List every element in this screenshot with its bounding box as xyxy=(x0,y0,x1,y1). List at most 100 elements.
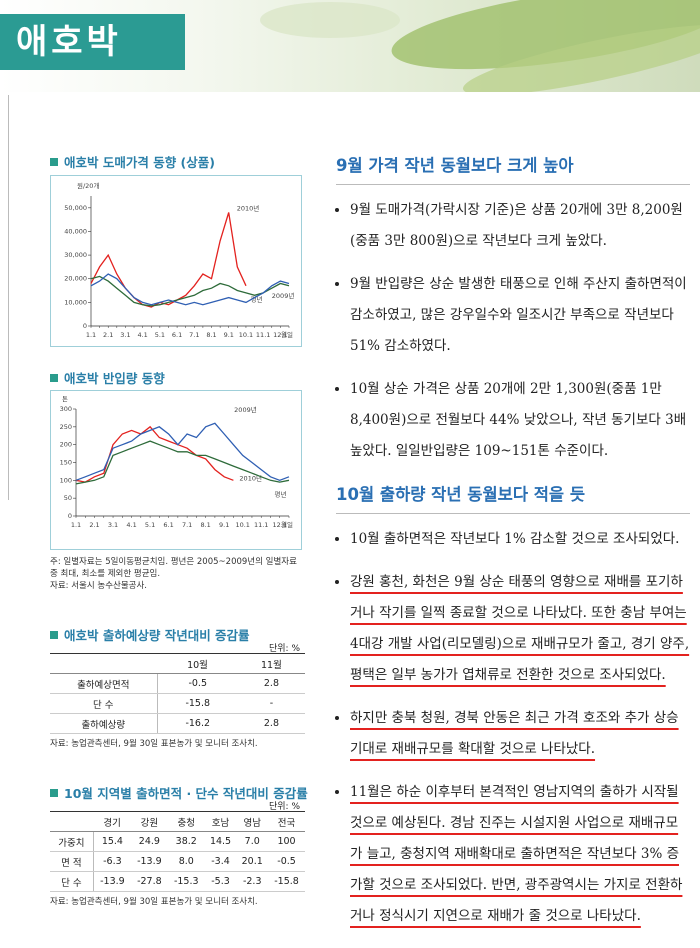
header-row: 경기 강원 충청 호남 영남 전국 xyxy=(50,811,305,832)
text-column: 9월 가격 작년 동월보다 크게 높아 9월 도매가격(가락시장 기준)은 상품 … xyxy=(336,152,690,944)
section: 10월 출하량 작년 동월보다 적을 듯 10월 출하면적은 작년보다 1% 감소… xyxy=(336,481,690,932)
section-heading: 9월 가격 작년 동월보다 크게 높아 xyxy=(336,152,690,185)
table-title-text: 애호박 출하예상량 작년대비 증감률 xyxy=(64,628,250,643)
x-tick-label: 6.1 xyxy=(172,331,182,339)
bullet-text: 9월 도매가격(가락시장 기준)은 상품 20개에 3만 8,200원(중품 3… xyxy=(350,202,683,249)
x-tick-label: 3.1 xyxy=(108,521,118,529)
table-unit: 단위: % xyxy=(268,802,300,812)
table-cell: 2.8 xyxy=(237,713,305,734)
chart-heading: 애호박 도매가격 동향 (상품) xyxy=(50,152,215,171)
chart-heading: 애호박 반입량 동향 xyxy=(50,368,165,387)
column-header: 강원 xyxy=(130,811,168,832)
table-title-text: 10월 지역별 출하면적 · 단수 작년대비 증감률 xyxy=(64,786,308,801)
x-tick-label: 5.1 xyxy=(155,331,165,339)
x-tick-label: 12.1 xyxy=(273,331,287,339)
x-tick-label: 11.1 xyxy=(254,521,268,529)
bullet-text: 9월 반입량은 상순 발생한 태풍으로 인해 주산지 출하면적이 감소하였고, … xyxy=(350,276,687,354)
x-tick-label: 9.1 xyxy=(219,521,229,529)
row-label: 출하예상량 xyxy=(50,713,158,734)
side-rule xyxy=(8,95,9,500)
table-cell: -27.8 xyxy=(130,871,168,892)
series-label: 2009년 xyxy=(234,405,257,414)
y-axis-label: 원/20개 xyxy=(77,181,99,190)
y-tick-label: 300 xyxy=(60,405,72,413)
table-cell: -13.9 xyxy=(93,871,131,892)
data-table: 경기 강원 충청 호남 영남 전국 가중치 15.4 24.9 38.2 14.5 7.0 100 면 적… xyxy=(50,811,305,892)
row-label: 단 수 xyxy=(50,871,94,892)
table-cell: -3.4 xyxy=(204,851,237,872)
y-tick-label: 250 xyxy=(60,423,72,431)
corner-cell xyxy=(50,653,158,674)
bullet: 하지만 충북 청원, 경북 안동은 최근 가격 호조와 추가 상승 기대로 재배… xyxy=(350,703,690,765)
chart: 톤월일 0 50 100 150 200 250 300 1.1 2.1 3.1 4.1 5.1 6.1 7… xyxy=(60,395,293,529)
table-cell: 2.8 xyxy=(237,673,305,694)
title-marker xyxy=(50,789,58,797)
title-marker xyxy=(50,631,58,639)
column-header: 영남 xyxy=(236,811,269,832)
table-cell: -15.8 xyxy=(268,871,305,892)
table-cell: 7.0 xyxy=(236,831,269,852)
series-label: 2009년 xyxy=(272,291,295,300)
y-tick-label: 20,000 xyxy=(64,275,87,283)
y-tick-label: 50,000 xyxy=(64,204,87,212)
x-tick-label: 4.1 xyxy=(126,521,136,529)
table-source: 자료: 농업관측센터, 9월 30일 표본농가 및 모니터 조사치. xyxy=(50,739,258,749)
y-tick-label: 10,000 xyxy=(64,298,87,306)
table-row: 출하예상량 -16.2 2.8 xyxy=(50,713,305,734)
bullet-list: 10월 출하면적은 작년보다 1% 감소할 것으로 조사되었다. 강원 홍천, 화… xyxy=(336,524,690,932)
table-cell: 100 xyxy=(268,831,305,852)
note-text: 주: 일별자료는 5일이동평균치임. 평년은 2005~2009년의 일별자료 … xyxy=(50,557,297,579)
table-cell: -13.9 xyxy=(130,851,168,872)
row-label: 가중치 xyxy=(50,831,94,852)
corner-cell xyxy=(50,811,94,832)
data-table: 10월 11월 출하예상면적 -0.5 2.8 단 수 -15.8- 출하예상량 -16.2 2.… xyxy=(50,653,305,734)
bullet-text: 강원 홍천, 화천은 9월 상순 태풍의 영향으로 재배를 포기하거나 작기를 … xyxy=(350,574,690,683)
chart-note: 주: 일별자료는 5일이동평균치임. 평년은 2005~2009년의 일별자료 … xyxy=(50,556,305,592)
x-tick-label: 6.1 xyxy=(163,521,173,529)
table-cell: 38.2 xyxy=(167,831,205,852)
table-cell: -6.3 xyxy=(93,851,131,872)
note-source: 자료: 서울시 농수산물공사. xyxy=(50,581,147,591)
row-label: 출하예상면적 xyxy=(50,673,158,694)
x-tick-label: 4.1 xyxy=(137,331,147,339)
x-axis-label: 월일 xyxy=(281,330,293,339)
series-line xyxy=(90,212,247,308)
series-line xyxy=(75,440,290,485)
column-header: 10월 xyxy=(157,653,238,674)
bullet-text: 하지만 충북 청원, 경북 안동은 최근 가격 호조와 추가 상승 기대로 재배… xyxy=(350,710,679,757)
table-row: 출하예상면적 -0.5 2.8 xyxy=(50,673,305,694)
row-label: 단 수 xyxy=(50,693,158,714)
series-line xyxy=(90,275,290,307)
table-cell: -16.2 xyxy=(157,713,238,734)
x-tick-label: 5.1 xyxy=(145,521,155,529)
column-header: 충청 xyxy=(167,811,205,832)
table-title: 10월 지역별 출하면적 · 단수 작년대비 증감률 xyxy=(50,783,308,802)
row-label: 면 적 xyxy=(50,851,94,872)
series-label: 평년 xyxy=(274,489,286,498)
x-tick-label: 7.1 xyxy=(182,521,192,529)
y-axis-label: 톤 xyxy=(62,395,68,403)
vegetable-illustration xyxy=(260,0,700,92)
series-label: 2010년 xyxy=(237,204,260,213)
x-tick-label: 11.1 xyxy=(256,331,270,339)
table-row: 단 수 -15.8- xyxy=(50,693,305,714)
series-label: 2010년 xyxy=(239,473,262,482)
x-tick-label: 7.1 xyxy=(189,331,199,339)
x-tick-label: 1.1 xyxy=(71,521,81,529)
y-tick-label: 0 xyxy=(68,512,72,520)
table-cell: -5.3 xyxy=(204,871,237,892)
x-axis-label: 월일 xyxy=(281,520,293,529)
table-cell: - xyxy=(237,693,305,714)
column-header: 경기 xyxy=(93,811,131,832)
table-source: 자료: 농업관측센터, 9월 30일 표본농가 및 모니터 조사치. xyxy=(50,897,258,907)
table-row: 단 수 -13.9 -27.8 -15.3 -5.3 -2.3 -15.8 xyxy=(50,871,305,892)
x-tick-label: 10.1 xyxy=(239,331,253,339)
page-title: 애호박 xyxy=(0,14,185,70)
bullet: 10월 상순 가격은 상품 20개에 2만 1,300원(중품 1만 8,400… xyxy=(350,374,690,467)
series-label: 평년 xyxy=(251,294,263,303)
banner xyxy=(0,0,700,92)
chart-frame: 원/20개 월일 0 10,000 20,000 30,000 40,000 50,000 1.… xyxy=(50,175,302,347)
bullet: 10월 출하면적은 작년보다 1% 감소할 것으로 조사되었다. xyxy=(350,524,690,555)
table-cell: 20.1 xyxy=(236,851,269,872)
